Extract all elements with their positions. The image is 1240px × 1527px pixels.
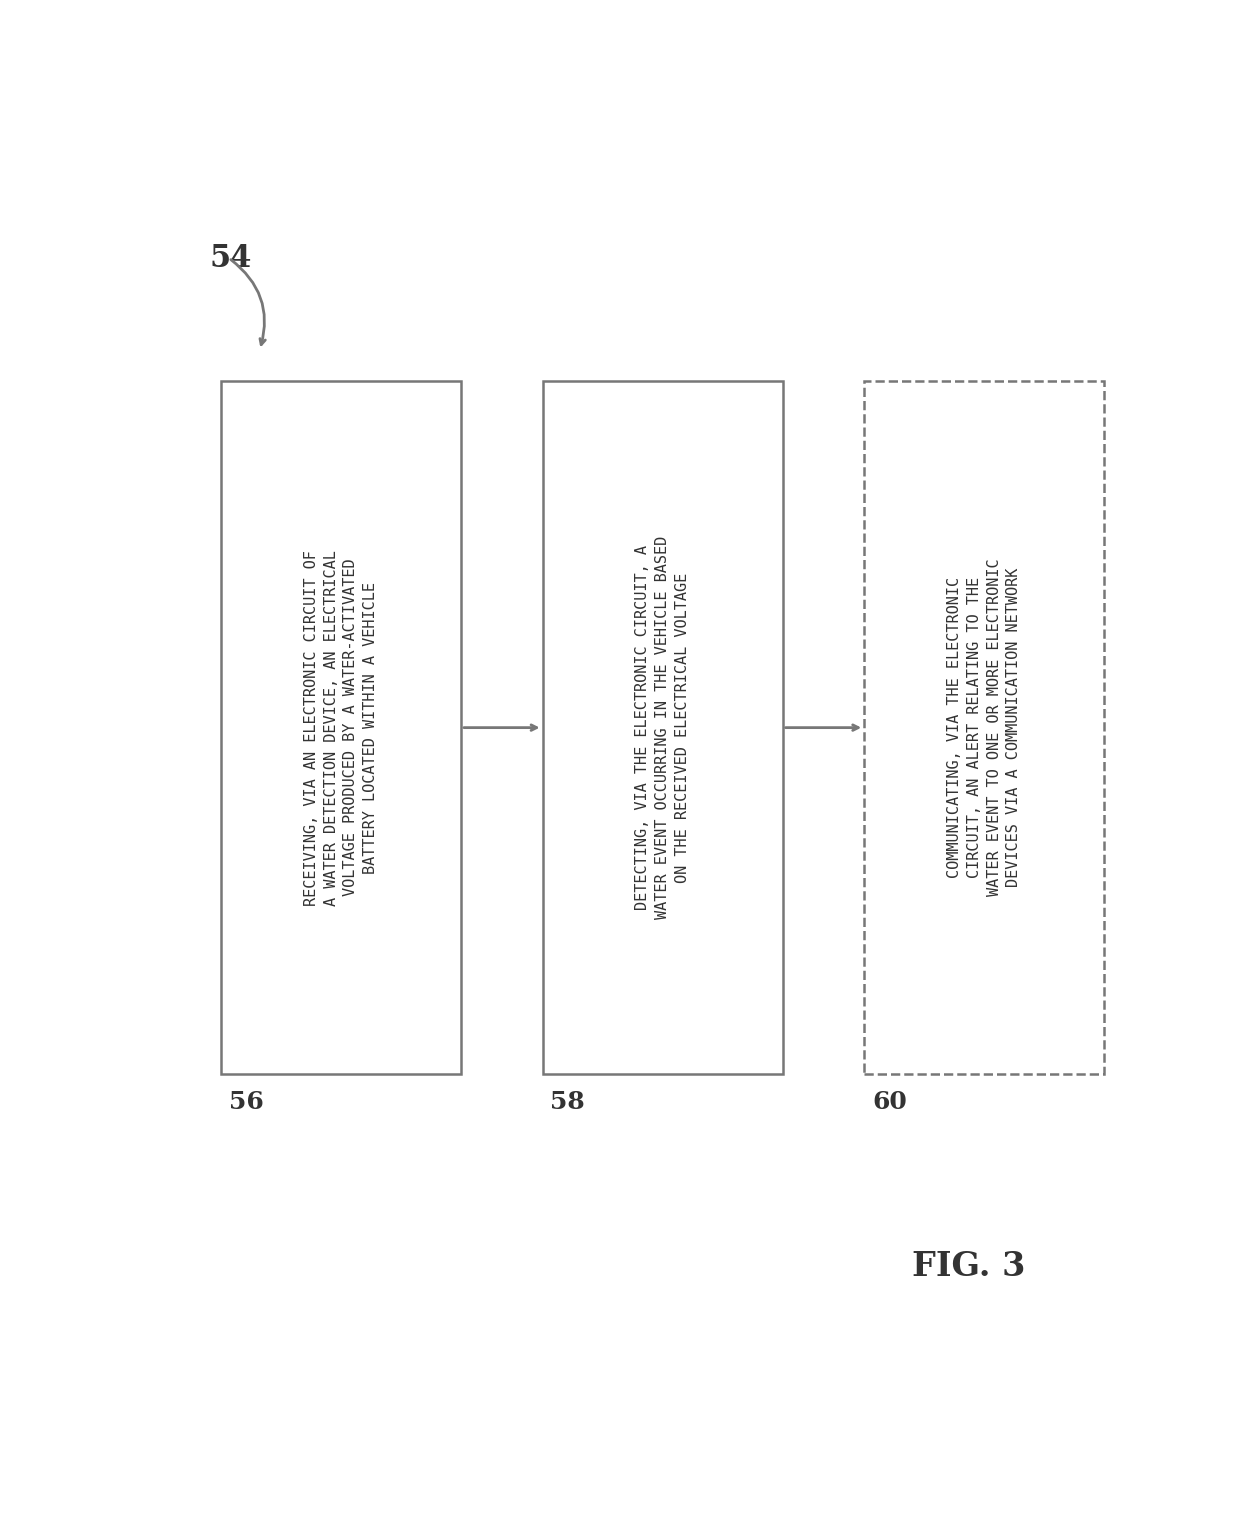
Text: DETECTING, VIA THE ELECTRONIC CIRCUIT, A
WATER EVENT OCCURRING IN THE VEHICLE BA: DETECTING, VIA THE ELECTRONIC CIRCUIT, A… [635, 536, 689, 919]
Bar [864, 382, 1105, 1073]
Bar [221, 382, 461, 1073]
Text: 54: 54 [210, 243, 252, 273]
Text: 60: 60 [872, 1090, 906, 1113]
Bar [543, 382, 782, 1073]
Text: 58: 58 [551, 1090, 585, 1113]
Text: 56: 56 [228, 1090, 263, 1113]
Text: RECEIVING, VIA AN ELECTRONIC CIRCUIT OF
A WATER DETECTION DEVICE, AN ELECTRICAL
: RECEIVING, VIA AN ELECTRONIC CIRCUIT OF … [304, 550, 378, 906]
Text: COMMUNICATING, VIA THE ELECTRONIC
CIRCUIT, AN ALERT RELATING TO THE
WATER EVENT : COMMUNICATING, VIA THE ELECTRONIC CIRCUI… [947, 559, 1022, 896]
Text: FIG. 3: FIG. 3 [913, 1251, 1025, 1283]
